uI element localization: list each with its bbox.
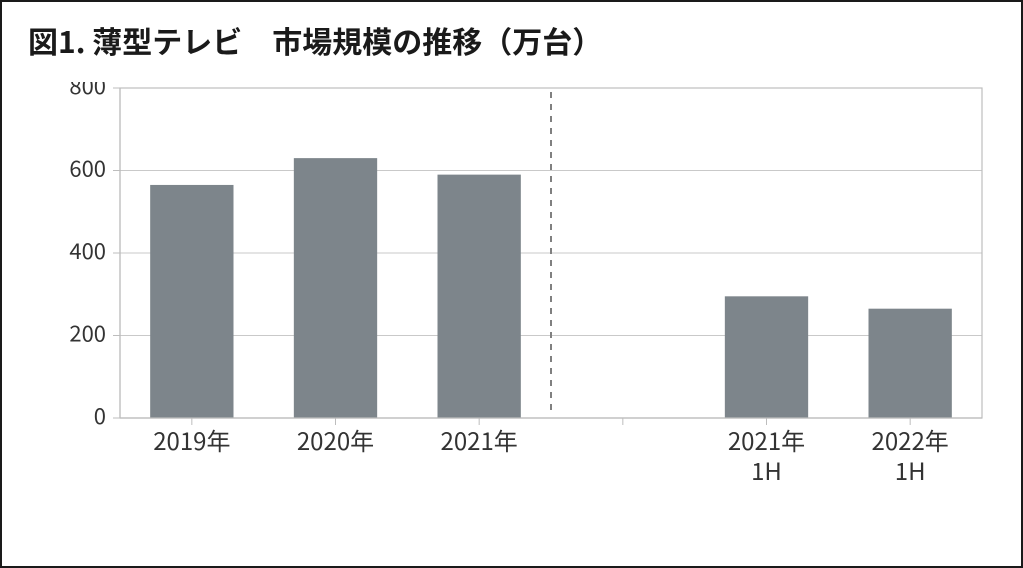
bar-chart: 02004006008002019年2020年2021年2021年1H2022年… <box>42 82 992 512</box>
x-tick-sublabel: 1H <box>751 452 782 487</box>
bar <box>869 309 952 418</box>
y-tick-label: 0 <box>94 399 106 431</box>
x-tick-sublabel: 1H <box>895 452 926 487</box>
x-tick-label: 2019年 <box>153 422 230 457</box>
y-tick-label: 600 <box>69 151 106 183</box>
y-tick-label: 400 <box>69 234 106 266</box>
figure-title: 図1. 薄型テレビ 市場規模の推移（万台） <box>28 18 602 62</box>
bar <box>438 175 521 418</box>
figure-frame: 図1. 薄型テレビ 市場規模の推移（万台） 0 200 400 600 800 2019年… <box>0 0 1023 568</box>
y-tick-label: 200 <box>69 316 106 348</box>
bar <box>294 158 377 418</box>
y-tick-label: 800 <box>69 82 106 101</box>
bar <box>150 185 233 418</box>
x-tick-label: 2021年 <box>441 422 518 457</box>
x-tick-label: 2020年 <box>297 422 374 457</box>
bar <box>725 296 808 418</box>
chart-svg: 02004006008002019年2020年2021年2021年1H2022年… <box>42 82 992 512</box>
